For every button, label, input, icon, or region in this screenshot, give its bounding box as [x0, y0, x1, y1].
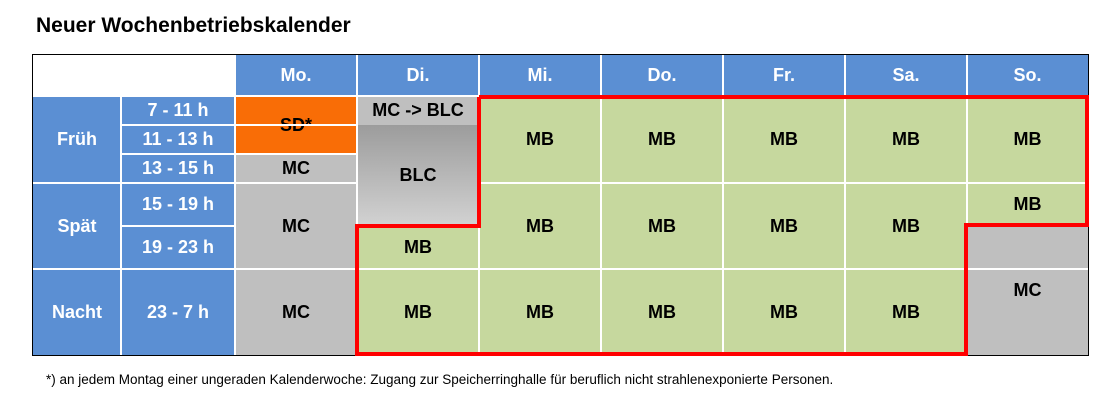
cell-mi-mb-frueh: MB: [479, 96, 601, 183]
grid-hline: [121, 124, 357, 126]
time-slot-15-19: 15 - 19 h: [121, 183, 235, 226]
shift-label-frueh: Früh: [33, 96, 121, 183]
shift-label-nacht: Nacht: [33, 269, 121, 355]
grid-hline: [33, 182, 357, 184]
cell-sa-mb-frueh: MB: [845, 96, 967, 183]
cell-fr-mb-nacht: MB: [723, 269, 845, 355]
cell-fr-mb-spaet: MB: [723, 183, 845, 269]
time-slot-13-15: 13 - 15 h: [121, 154, 235, 183]
cell-do-mb-frueh: MB: [601, 96, 723, 183]
grid-vline: [966, 55, 968, 355]
grid-vline: [722, 55, 724, 355]
cell-mi-mb-nacht: MB: [479, 269, 601, 355]
cell-fr-mb-frueh: MB: [723, 96, 845, 183]
grid-vline: [600, 55, 602, 355]
header-corner: [33, 55, 235, 96]
cell-sa-mb-nacht: MB: [845, 269, 967, 355]
header-day-sa: Sa.: [845, 55, 967, 96]
footnote: *) an jedem Montag einer ungeraden Kalen…: [46, 372, 834, 387]
grid-hline: [121, 225, 235, 227]
grid-vline: [234, 55, 236, 355]
page-title: Neuer Wochenbetriebskalender: [36, 14, 351, 37]
header-day-di: Di.: [357, 55, 479, 96]
cell-do-mb-nacht: MB: [601, 269, 723, 355]
time-slot-23-7: 23 - 7 h: [121, 269, 235, 355]
shift-label-spaet: Spät: [33, 183, 121, 269]
cell-mo-mc-spaet: MC: [235, 183, 357, 269]
grid-vline: [844, 55, 846, 355]
header-day-do: Do.: [601, 55, 723, 96]
time-slot-19-23: 19 - 23 h: [121, 226, 235, 269]
cell-di-mb-19: MB: [357, 226, 479, 269]
time-slot-11-13: 11 - 13 h: [121, 125, 235, 154]
cell-di-mc-blc: MC -> BLC: [357, 96, 479, 125]
grid-vline: [356, 55, 358, 355]
grid-hline: [479, 182, 1088, 184]
grid-hline: [33, 268, 1088, 270]
grid-hline: [121, 153, 357, 155]
cell-mo-mc-nacht: MC: [235, 269, 357, 355]
cell-do-mb-spaet: MB: [601, 183, 723, 269]
cell-mo-mc-13: MC: [235, 154, 357, 183]
time-slot-7-11: 7 - 11 h: [121, 96, 235, 125]
header-day-fr: Fr.: [723, 55, 845, 96]
red-outline-path: [355, 95, 1089, 356]
header-day-mi: Mi.: [479, 55, 601, 96]
cell-di-blc: BLC: [357, 125, 479, 226]
cell-sa-mb-spaet: MB: [845, 183, 967, 269]
header-day-so: So.: [967, 55, 1088, 96]
cell-so-mb-15: MB: [967, 183, 1088, 226]
cell-di-mb-nacht: MB: [357, 269, 479, 355]
cell-so-mb-frueh: MB: [967, 96, 1088, 183]
cell-so-mc: MC: [967, 226, 1088, 355]
header-day-mo: Mo.: [235, 55, 357, 96]
cell-mi-mb-spaet: MB: [479, 183, 601, 269]
